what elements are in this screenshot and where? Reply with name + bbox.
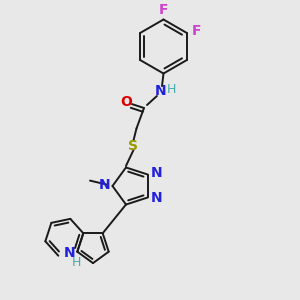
Text: H: H [72, 256, 81, 269]
Text: S: S [128, 139, 138, 153]
Text: N: N [155, 85, 166, 98]
Text: N: N [64, 246, 76, 260]
Text: H: H [167, 83, 177, 97]
Text: N: N [150, 166, 162, 180]
Text: N: N [98, 178, 110, 192]
Text: F: F [192, 24, 201, 38]
Text: F: F [159, 4, 168, 17]
Text: O: O [121, 95, 133, 109]
Text: N: N [150, 191, 162, 206]
